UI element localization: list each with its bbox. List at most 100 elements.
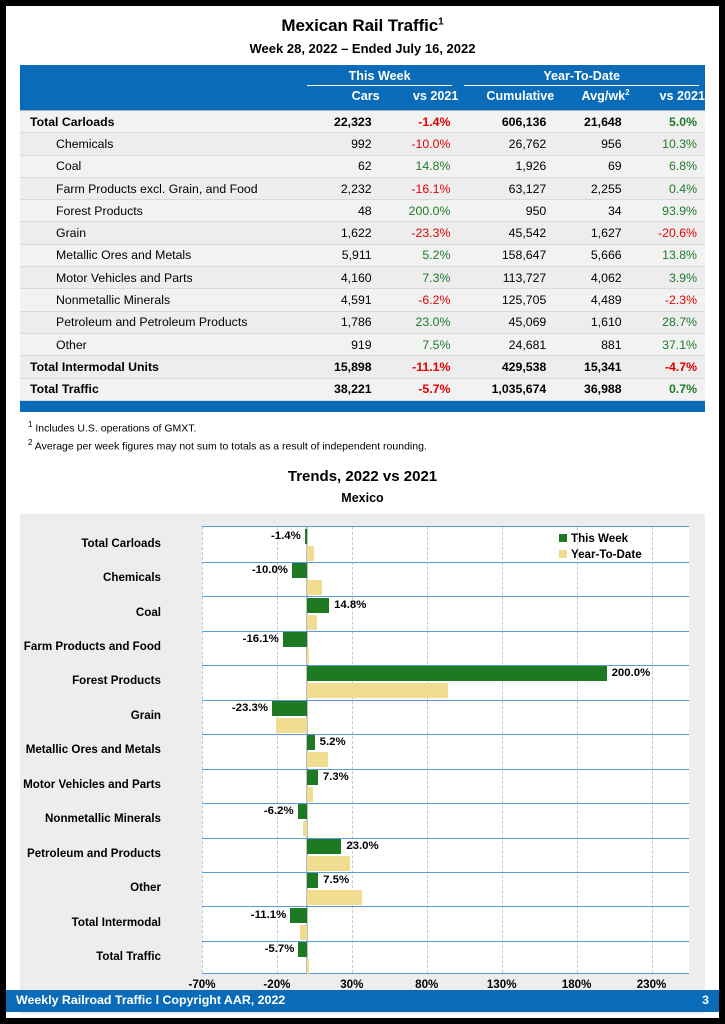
cell-tw-vs-2021-value: -16.1% [411,181,451,196]
group-header-this-week: This Week [300,65,459,86]
cell-avg-wk: 15,341 [554,355,630,379]
cell-cumulative: 606,136 [458,109,555,134]
row-label: Total Carloads [20,109,301,134]
chart-category-label: Total Intermodal [71,915,161,929]
chart-data-label: -16.1% [242,633,279,645]
cell-tw-vs-2021: -11.1% [379,355,459,379]
table-bottom-bar [20,400,705,412]
cell-cars: 5,911 [300,244,380,268]
cell-avg-wk: 21,648 [554,109,630,134]
chart-category-label: Total Traffic [96,950,161,964]
cell-ytd-vs-2021-value: 3.9% [668,270,697,285]
cell-ytd-vs-2021: -4.7% [629,355,705,379]
chart-bar-year-to-date [306,752,328,768]
chart-plot-area: -1.4% -10.0% 14.8% -16.1% 200.0% -23.3% 5.2% 7.… [202,526,689,975]
chart-row-separator [202,803,689,805]
chart-gridline [576,527,578,974]
x-axis-tick-label: 130% [486,978,517,992]
chart-gridline [202,527,203,974]
chart-bar-this-week [306,769,318,785]
chart-bar-this-week [282,632,307,647]
cell-ytd-vs-2021: 37.1% [629,333,705,357]
chart-row-separator [202,630,689,632]
footnote-1-text: Includes U.S. operations of GMXT. [35,422,197,435]
chart-row-separator [202,734,689,736]
row-label: Farm Products excl. Grain, and Food [20,177,301,201]
cell-ytd-vs-2021: 10.3% [629,132,705,156]
row-label: Nonmetallic Minerals [20,288,301,312]
cell-cumulative: 950 [458,199,555,223]
cell-ytd-vs-2021-value: 0.7% [668,382,697,397]
cell-cars: 4,160 [300,266,380,290]
cell-avg-wk: 881 [554,333,630,357]
footnote-1-marker: 1 [28,419,33,429]
table-column-header-row: Cars vs 2021 Cumulative Avg/wk2 vs 2021 [20,86,705,106]
chart-category-label: Chemicals [103,571,161,585]
cell-tw-vs-2021: -10.0% [379,132,459,156]
chart-bar-this-week [290,907,307,923]
chart-bar-this-week [306,873,319,889]
column-header-tw-vs-2021: vs 2021 [379,86,459,106]
x-axis-tick-label: 80% [415,978,439,992]
chart-bar-year-to-date [303,821,307,837]
table-row: Petroleum and Petroleum Products 1,786 23.… [20,311,705,334]
x-axis-tick-label: 230% [636,978,667,992]
footnote-1: 1 Includes U.S. operations of GMXT. [28,419,697,437]
row-label: Motor Vehicles and Parts [20,266,301,290]
chart-row-separator [202,906,689,908]
row-label: Forest Products [20,199,301,223]
footnote-2-marker: 2 [28,437,33,447]
table-row: Forest Products 48 200.0% 950 34 93.9% [20,199,705,223]
cell-avg-wk: 34 [554,199,630,223]
chart-bar-this-week [306,838,342,854]
column-header-cumulative: Cumulative [458,86,555,106]
cell-ytd-vs-2021: 0.7% [629,377,705,401]
cell-ytd-vs-2021: 28.7% [629,311,705,334]
cell-cumulative: 1,926 [458,155,555,178]
cell-cumulative: 125,705 [458,288,555,312]
chart-legend-item: Year-To-Date [559,547,642,563]
chart-row-separator [202,768,689,770]
chart-row-separator [202,596,689,598]
chart-category-label: Grain [130,708,161,722]
chart-row-separator [202,872,689,873]
table-row: Grain 1,622 -23.3% 45,542 1,627 -20.6% [20,221,705,245]
chart-data-label: 7.3% [322,770,349,783]
group-header-underline [464,85,699,86]
chart-gridline [501,527,503,974]
cell-tw-vs-2021-value: -10.0% [411,136,451,151]
cell-ytd-vs-2021-value: -20.6% [658,226,697,241]
cell-ytd-vs-2021: -2.3% [629,288,705,312]
cell-ytd-vs-2021: 0.4% [629,177,705,201]
table-row: Total Carloads 22,323 -1.4% 606,136 21,648 5.… [20,109,705,134]
cell-cars: 22,323 [300,109,380,134]
chart-category-label: Motor Vehicles and Parts [23,777,161,791]
rail-traffic-table: This Week Year-To-Date Cars vs 2021 Cumu… [20,65,705,401]
chart-bar-this-week [271,700,307,716]
chart-bar-year-to-date [306,890,363,906]
row-label: Total Traffic [20,377,301,401]
chart-legend-swatch [559,534,567,543]
chart-category-label: Coal [135,605,161,619]
chart-title: Trends, 2022 vs 2021 [287,468,438,486]
chart-legend-swatch [559,550,567,559]
group-header-underline [306,85,453,86]
cell-ytd-vs-2021: 6.8% [629,155,705,178]
row-label: Other [20,333,301,357]
chart-bar-this-week [298,942,307,958]
chart-legend-item: This Week [559,531,642,547]
chart-legend-label: This Week [571,532,629,546]
footer-page-number: 3 [702,993,709,1007]
cell-tw-vs-2021: -1.4% [379,109,459,134]
cell-tw-vs-2021: 7.5% [379,333,459,357]
column-header-avg-wk-text: Avg/wk [581,89,626,104]
chart-row-separator [202,940,689,942]
column-header-cars: Cars [300,86,380,106]
table-row: Nonmetallic Minerals 4,591 -6.2% 125,705 4,4… [20,288,705,312]
chart-gridline [426,527,428,974]
cell-tw-vs-2021: 200.0% [379,199,459,223]
row-label: Grain [20,221,301,245]
cell-cars: 1,622 [300,221,380,245]
group-header-ytd-label: Year-To-Date [543,69,621,83]
column-header-avg-wk: Avg/wk2 [554,86,630,106]
